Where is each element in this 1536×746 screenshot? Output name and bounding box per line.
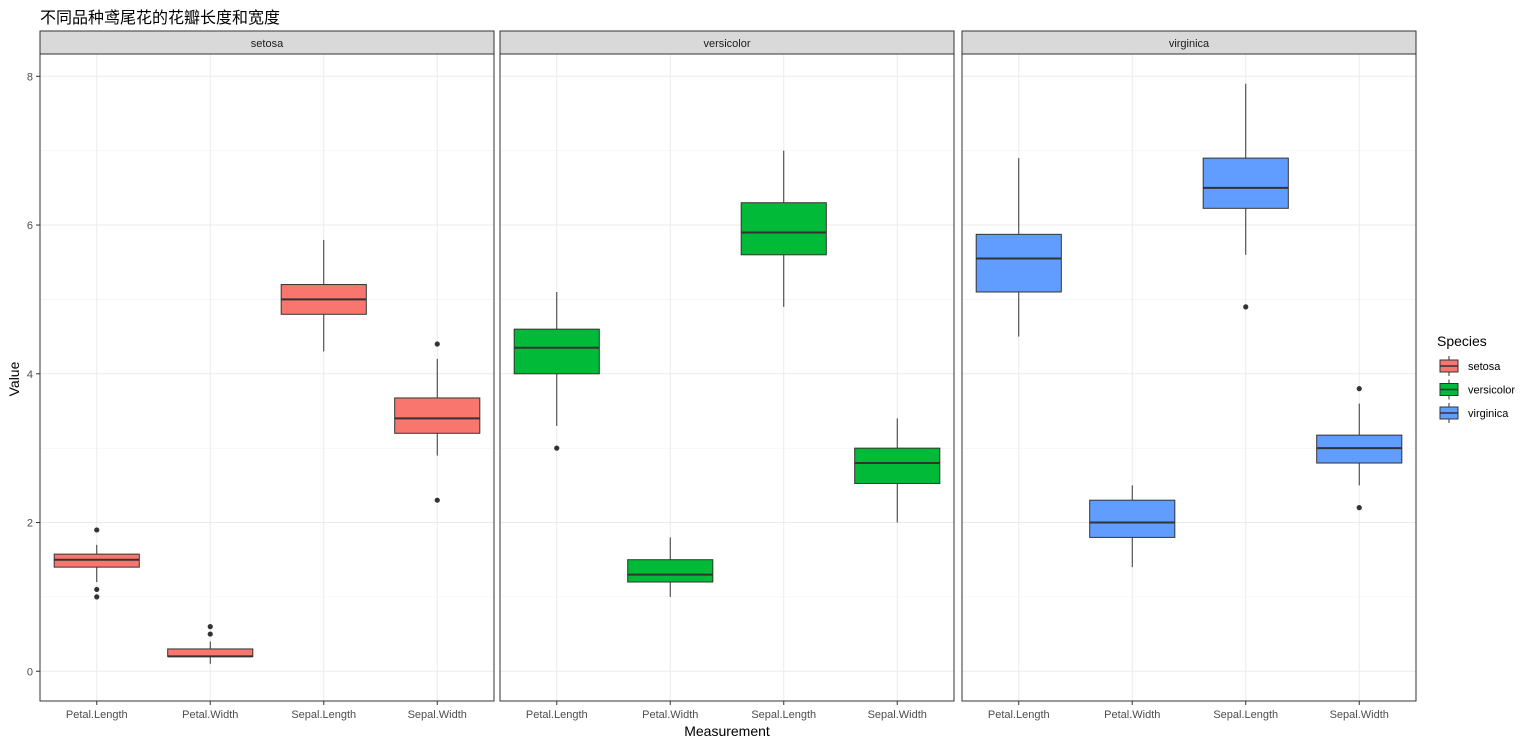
box-setosa-Petal.Width — [167, 624, 254, 664]
outlier-point — [1243, 304, 1249, 310]
box-body — [513, 328, 600, 375]
box-virginica-Sepal.Length — [1202, 83, 1289, 310]
y-tick-label: 4 — [27, 369, 33, 381]
box-virginica-Sepal.Width — [1316, 386, 1403, 511]
outlier-point — [94, 586, 100, 593]
outlier-point — [1356, 386, 1362, 392]
panel-border — [39, 53, 495, 702]
x-tick-label: Sepal.Length — [1213, 709, 1278, 721]
x-tick-label: Petal.Width — [182, 709, 238, 721]
x-tick-label: Petal.Length — [988, 709, 1050, 721]
y-tick-label: 8 — [27, 71, 33, 83]
box-body — [1089, 499, 1176, 538]
box-setosa-Sepal.Length — [280, 239, 367, 352]
box-body — [1202, 157, 1289, 209]
x-tick-label: Petal.Length — [526, 709, 588, 721]
outlier-point — [207, 624, 213, 630]
legend-title: Species — [1437, 333, 1487, 349]
box-setosa-Petal.Length — [53, 527, 140, 600]
legend-item-setosa: setosa — [1439, 356, 1501, 376]
facet-strip-label: virginica — [1169, 38, 1210, 50]
box-versicolor-Sepal.Length — [740, 150, 827, 307]
panel-border — [499, 53, 955, 702]
x-tick-label: Petal.Width — [642, 709, 698, 721]
box-body — [854, 447, 941, 484]
box-body — [394, 397, 481, 434]
x-tick-label: Sepal.Width — [1330, 709, 1389, 721]
box-body — [740, 202, 827, 256]
box-versicolor-Petal.Width — [627, 537, 714, 597]
facet-panel-virginica: virginica Petal.Length Petal.Width Sepal.Le… — [961, 30, 1417, 721]
x-tick-label: Petal.Length — [66, 709, 128, 721]
outlier-point — [434, 341, 440, 347]
y-tick-label: 6 — [27, 220, 33, 232]
x-tick-label: Sepal.Length — [751, 709, 816, 721]
legend-label: virginica — [1468, 408, 1509, 420]
x-axis-title: Measurement — [684, 723, 770, 739]
legend-item-virginica: virginica — [1439, 403, 1509, 423]
legend-label: setosa — [1468, 361, 1501, 373]
facet-strip-label: setosa — [251, 38, 284, 50]
x-tick-label: Sepal.Width — [868, 709, 927, 721]
box-setosa-Sepal.Width — [394, 341, 481, 503]
box-body — [975, 233, 1062, 293]
legend-label: versicolor — [1468, 385, 1515, 397]
chart-title: 不同品种鸢尾花的花瓣长度和宽度 — [40, 8, 281, 27]
x-tick-label: Petal.Width — [1104, 709, 1160, 721]
box-body — [167, 648, 254, 657]
outlier-point — [1356, 505, 1362, 511]
legend-item-versicolor: versicolor — [1439, 379, 1515, 400]
outlier-point — [434, 497, 440, 503]
x-tick-label: Sepal.Width — [408, 709, 467, 721]
facet-panel-versicolor: versicolor Petal.Length Petal.Width Sepal.L… — [499, 30, 955, 721]
panel-border — [961, 53, 1417, 702]
facet-panel-setosa: setosa Petal.Length Petal.Width Sepal.Lengt… — [39, 30, 495, 721]
outlier-point — [207, 631, 213, 637]
y-tick-label: 0 — [27, 666, 33, 678]
box-virginica-Petal.Width — [1089, 485, 1176, 568]
outlier-point — [554, 445, 560, 451]
x-tick-label: Sepal.Length — [291, 709, 356, 721]
outlier-point — [94, 527, 100, 533]
box-versicolor-Petal.Length — [513, 291, 600, 451]
box-versicolor-Sepal.Width — [854, 418, 941, 523]
facet-strip-label: versicolor — [703, 38, 750, 50]
box-body — [627, 559, 714, 583]
box-virginica-Petal.Length — [975, 158, 1062, 337]
outlier-point — [94, 594, 100, 600]
y-tick-label: 2 — [27, 518, 33, 530]
y-axis-title: Value — [6, 361, 22, 396]
